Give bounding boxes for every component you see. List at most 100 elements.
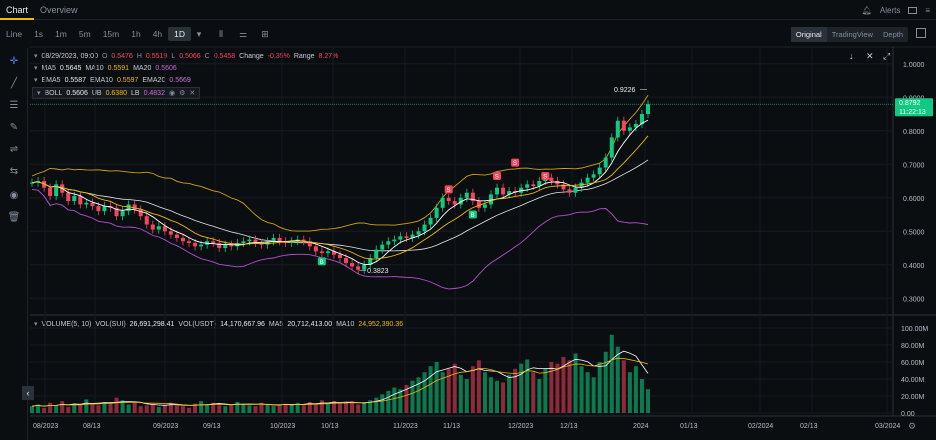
volume-bar <box>446 368 451 413</box>
top-right-controls: 🔔︎ Alerts ≡ <box>862 0 930 20</box>
candle-body <box>561 184 566 190</box>
candle-body <box>241 241 246 243</box>
eye-icon[interactable]: ◉ <box>9 189 19 201</box>
interval-line[interactable]: Line <box>6 29 23 39</box>
collapse-icon[interactable]: ✕ <box>866 51 874 61</box>
interval-5m[interactable]: 5m <box>78 29 91 39</box>
alerts-label[interactable]: Alerts <box>879 5 901 15</box>
candle-body <box>507 191 512 195</box>
tab-chart[interactable]: Chart <box>0 0 35 20</box>
interval-1m[interactable]: 1m <box>55 29 67 39</box>
settings-button[interactable]: ⚙ <box>908 421 917 431</box>
view-tabs: Original TradingView Depth <box>790 27 908 42</box>
drawing-toolbar: ✛ ╱ ☰ ✎ ⇌ ⇆ ◉ 🗑︎ <box>0 48 28 440</box>
candle-body <box>301 239 306 242</box>
view-tab-tradingview[interactable]: TradingView <box>831 30 873 39</box>
bell-icon[interactable]: 🔔︎ <box>861 5 872 15</box>
trendline-icon[interactable]: ╱ <box>10 77 18 89</box>
candle-type-icon[interactable]: ⫴ <box>219 28 223 39</box>
volume-bar <box>162 404 167 413</box>
interval-1h[interactable]: 1h <box>131 29 141 39</box>
legend-c-label: C <box>204 52 210 60</box>
vol-usdt-value: 14,170,667.96 <box>220 320 265 328</box>
time-tick-label: 08/13 <box>83 423 101 430</box>
volume-bar <box>90 402 95 413</box>
layout-icon[interactable]: ⊞ <box>261 28 269 39</box>
chevron-down-icon[interactable]: ▾ <box>196 28 202 39</box>
candle-body <box>537 181 542 187</box>
ma5-line <box>31 119 649 265</box>
view-tab-original[interactable]: Original <box>790 27 827 42</box>
arrow-down-icon[interactable]: ↓ <box>849 51 854 61</box>
indicators-icon[interactable]: ⚌ <box>239 28 248 39</box>
close-icon[interactable]: ✕ <box>189 90 196 97</box>
candle-body <box>579 182 584 188</box>
chevron-down-icon[interactable]: ▾ <box>37 90 41 97</box>
volume-bar <box>410 380 415 413</box>
tab-overview[interactable]: Overview <box>40 4 78 15</box>
marker-label: S <box>543 174 547 180</box>
volume-bar <box>114 397 119 413</box>
candle-body <box>271 237 276 242</box>
boll-middle-band <box>31 159 649 252</box>
time-tick-label: 01/13 <box>680 423 698 430</box>
eye-icon[interactable]: ◉ <box>168 90 176 97</box>
text-icon[interactable]: ⇌ <box>9 143 19 155</box>
candle-body <box>422 224 427 232</box>
chevron-down-icon[interactable]: ▾ <box>34 321 38 328</box>
window-icon[interactable] <box>908 6 918 14</box>
volume-bar <box>48 402 53 413</box>
candle-body <box>338 254 342 259</box>
price-tick-label: 0.3000 <box>903 296 925 303</box>
volume-bar <box>507 374 512 413</box>
trash-icon[interactable]: 🗑︎ <box>7 211 21 223</box>
fullscreen-icon[interactable] <box>916 28 926 38</box>
view-tab-depth[interactable]: Depth <box>882 30 903 39</box>
boll-value: 0.5606 <box>66 89 88 97</box>
volume-bar <box>66 407 71 413</box>
legend-o-label: O <box>101 52 108 60</box>
measure-icon[interactable]: ⇆ <box>9 165 19 177</box>
candle-body <box>144 216 149 225</box>
crosshair-icon[interactable]: ✛ <box>9 55 19 67</box>
interval-1d[interactable]: 1D <box>168 27 192 41</box>
vol-ma5-line <box>31 350 649 407</box>
scroll-left-button[interactable]: ‹ <box>22 386 34 400</box>
price-tick-label: 0.4000 <box>903 263 925 270</box>
fib-icon[interactable]: ☰ <box>9 99 19 111</box>
legend-h-label: H <box>136 52 142 60</box>
volume-bar <box>368 400 373 413</box>
candle-body <box>458 197 463 205</box>
interval-1s[interactable]: 1s <box>34 29 44 39</box>
chart-annotations: 0.8792 11:22:13 0.9226 0.3823 B S S S S B <box>30 87 933 275</box>
top-tab-bar: Chart Overview 🔔︎ Alerts ≡ <box>0 0 936 20</box>
volume-bar <box>470 366 475 413</box>
ma20-label: MA20 <box>133 64 152 72</box>
vol-ma5-label: MA5 <box>268 320 284 328</box>
volume-bar <box>422 372 427 413</box>
interval-4h[interactable]: 4h <box>152 29 163 39</box>
volume-tick-label: 20.00M <box>901 394 925 401</box>
candle-body <box>84 202 89 205</box>
candle-body <box>410 234 415 238</box>
vol-usdt-label: VOL(USDT) <box>178 320 217 328</box>
candle-body <box>404 236 409 238</box>
volume-bar <box>597 362 602 413</box>
brush-icon[interactable]: ✎ <box>9 121 19 133</box>
chevron-down-icon[interactable]: ▾ <box>34 65 38 72</box>
volume-bar <box>495 380 500 413</box>
countdown-value: 11:22:13 <box>899 109 926 116</box>
interval-15m[interactable]: 15m <box>102 29 120 39</box>
more-icon[interactable]: ≡ <box>925 5 930 15</box>
candle-body <box>265 241 270 245</box>
chevron-down-icon[interactable]: ▾ <box>34 53 38 60</box>
expand-icon[interactable]: ⤢ <box>883 51 891 61</box>
gear-icon[interactable]: ⚙ <box>179 90 186 97</box>
volume-bar <box>458 374 463 413</box>
volume-bar <box>464 379 469 413</box>
candle-body <box>603 157 608 168</box>
chevron-down-icon[interactable]: ▾ <box>34 77 38 84</box>
volume-label: VOLUME(5, 10) <box>41 320 92 328</box>
volume-bar <box>561 356 566 413</box>
candle-body <box>597 167 602 175</box>
